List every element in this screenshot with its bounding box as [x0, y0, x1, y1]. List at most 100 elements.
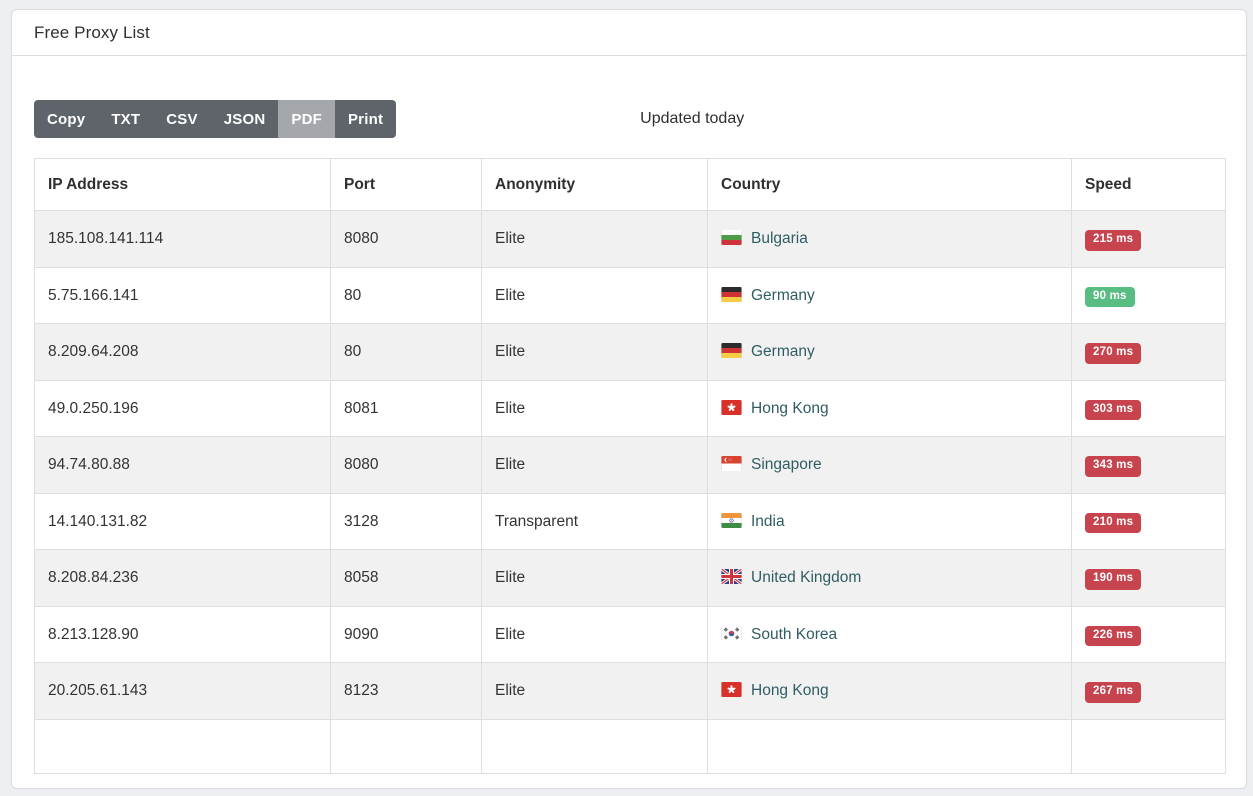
ip-address-cell: 8.208.84.236	[34, 549, 331, 607]
anonymity-cell: Elite	[481, 323, 708, 381]
speed-cell: 270 ms	[1071, 323, 1226, 381]
country-cell: Singapore	[707, 436, 1072, 494]
csv-button[interactable]: CSV	[153, 100, 211, 138]
port-cell: 80	[330, 323, 482, 381]
column-header-port[interactable]: Port	[330, 158, 482, 211]
port-cell: 8080	[330, 210, 482, 268]
ip-address-cell: 5.75.166.141	[34, 266, 331, 324]
country-cell: Germany	[707, 323, 1072, 381]
empty-cell	[707, 718, 1072, 774]
anonymity-cell: Elite	[481, 549, 708, 607]
toolbar: Copy TXT CSV JSON PDF Print Updated today	[34, 100, 1224, 138]
speed-badge: 267 ms	[1085, 682, 1142, 703]
anonymity-cell: Elite	[481, 266, 708, 324]
ip-address-cell: 49.0.250.196	[34, 379, 331, 437]
empty-cell	[330, 718, 482, 774]
country-cell: Hong Kong	[707, 662, 1072, 720]
ip-address-cell: 8.209.64.208	[34, 323, 331, 381]
flag-hong-kong-icon	[721, 682, 742, 698]
country-cell: Hong Kong	[707, 379, 1072, 437]
column-header-country[interactable]: Country	[707, 158, 1072, 211]
speed-badge: 303 ms	[1085, 399, 1142, 420]
port-cell: 9090	[330, 605, 482, 663]
country-cell: United Kingdom	[707, 549, 1072, 607]
copy-button[interactable]: Copy	[34, 100, 99, 138]
export-button-group: Copy TXT CSV JSON PDF Print	[34, 100, 397, 138]
table-row: 8.209.64.208 80 Elite Germany 270 ms	[34, 323, 1226, 381]
ip-address-cell: 185.108.141.114	[34, 210, 331, 268]
country-link[interactable]: Hong Kong	[751, 682, 829, 700]
country-cell: Bulgaria	[707, 210, 1072, 268]
speed-cell: 210 ms	[1071, 492, 1226, 550]
port-cell: 8080	[330, 436, 482, 494]
anonymity-cell: Elite	[481, 662, 708, 720]
page-title: Free Proxy List	[34, 22, 150, 42]
country-cell: Germany	[707, 266, 1072, 324]
column-header-ip-address[interactable]: IP Address	[34, 158, 331, 211]
country-cell: South Korea	[707, 605, 1072, 663]
proxy-table: IP Address Port Anonymity Country Speed 185.…	[34, 158, 1226, 774]
proxy-table-body: 185.108.141.114 8080 Elite Bulgaria 215 ms 5.…	[34, 210, 1226, 774]
speed-badge: 270 ms	[1085, 343, 1142, 364]
json-button[interactable]: JSON	[210, 100, 279, 138]
country-link[interactable]: India	[751, 512, 785, 530]
flag-india-icon	[721, 512, 742, 528]
flag-hong-kong-icon	[721, 399, 742, 415]
table-row: 94.74.80.88 8080 Elite Singapore 343 ms	[34, 436, 1226, 494]
table-row-partial	[34, 718, 1226, 774]
speed-cell: 343 ms	[1071, 436, 1226, 494]
column-header-anonymity[interactable]: Anonymity	[481, 158, 708, 211]
proxy-list-card: Free Proxy List Copy TXT CSV JSON PDF Print U…	[11, 9, 1247, 789]
pdf-button[interactable]: PDF	[278, 100, 335, 138]
port-cell: 8081	[330, 379, 482, 437]
ip-address-cell: 8.213.128.90	[34, 605, 331, 663]
column-header-speed[interactable]: Speed	[1071, 158, 1226, 211]
anonymity-cell: Transparent	[481, 492, 708, 550]
ip-address-cell: 94.74.80.88	[34, 436, 331, 494]
empty-cell	[1071, 718, 1226, 774]
speed-badge: 210 ms	[1085, 512, 1142, 533]
country-link[interactable]: United Kingdom	[751, 569, 862, 587]
port-cell: 3128	[330, 492, 482, 550]
port-cell: 80	[330, 266, 482, 324]
table-row: 49.0.250.196 8081 Elite Hong Kong 303 ms	[34, 379, 1226, 437]
speed-cell: 267 ms	[1071, 662, 1226, 720]
flag-germany-icon	[721, 343, 742, 359]
empty-cell	[481, 718, 708, 774]
speed-cell: 190 ms	[1071, 549, 1226, 607]
country-cell: India	[707, 492, 1072, 550]
speed-cell: 215 ms	[1071, 210, 1226, 268]
ip-address-cell: 20.205.61.143	[34, 662, 331, 720]
table-row: 185.108.141.114 8080 Elite Bulgaria 215 ms	[34, 210, 1226, 268]
flag-germany-icon	[721, 286, 742, 302]
table-row: 8.213.128.90 9090 Elite South Korea 226 ms	[34, 605, 1226, 663]
country-link[interactable]: Hong Kong	[751, 399, 829, 417]
updated-status: Updated today	[640, 110, 745, 127]
country-link[interactable]: South Korea	[751, 625, 838, 643]
empty-cell	[34, 718, 331, 774]
country-link[interactable]: Singapore	[751, 456, 822, 474]
table-row: 5.75.166.141 80 Elite Germany 90 ms	[34, 266, 1226, 324]
card-header: Free Proxy List	[12, 10, 1246, 56]
flag-bulgaria-icon	[721, 230, 742, 246]
card-body: Copy TXT CSV JSON PDF Print Updated today IP …	[12, 56, 1246, 796]
ip-address-cell: 14.140.131.82	[34, 492, 331, 550]
port-cell: 8123	[330, 662, 482, 720]
table-row: 8.208.84.236 8058 Elite United Kingdom 190 m…	[34, 549, 1226, 607]
speed-badge: 90 ms	[1085, 286, 1135, 307]
table-row: 14.140.131.82 3128 Transparent India 210 ms	[34, 492, 1226, 550]
speed-cell: 226 ms	[1071, 605, 1226, 663]
speed-badge: 215 ms	[1085, 230, 1142, 251]
txt-button[interactable]: TXT	[98, 100, 154, 138]
print-button[interactable]: Print	[334, 100, 397, 138]
speed-cell: 90 ms	[1071, 266, 1226, 324]
speed-badge: 226 ms	[1085, 625, 1142, 646]
anonymity-cell: Elite	[481, 605, 708, 663]
port-cell: 8058	[330, 549, 482, 607]
country-link[interactable]: Germany	[751, 343, 815, 361]
speed-badge: 343 ms	[1085, 456, 1142, 477]
country-link[interactable]: Bulgaria	[751, 230, 808, 248]
flag-singapore-icon	[721, 456, 742, 472]
anonymity-cell: Elite	[481, 210, 708, 268]
country-link[interactable]: Germany	[751, 286, 815, 304]
